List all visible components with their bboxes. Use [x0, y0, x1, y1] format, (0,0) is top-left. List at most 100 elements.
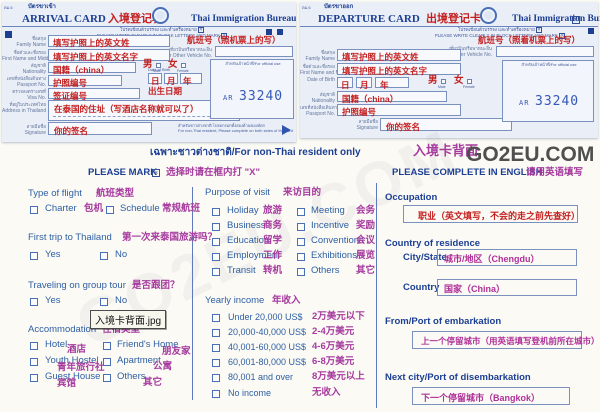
- schedule-checkbox[interactable]: [106, 206, 114, 214]
- female-checkbox[interactable]: [467, 79, 472, 84]
- passport-label-thai: เลขที่หนังสือเดินทาง: [6, 76, 46, 81]
- signature-label: ลายมือชื่อ Signature: [2, 123, 46, 136]
- arrival-passport-input[interactable]: 护照编号: [48, 75, 122, 88]
- first-trip-no-label: No: [115, 249, 128, 260]
- male-checkbox[interactable]: [441, 79, 446, 84]
- embarkation-input[interactable]: 上一个停留城市（用英语填写登机前所在城市）: [412, 331, 600, 349]
- group-tour-yes-checkbox[interactable]: [30, 298, 38, 306]
- friends-home-cn: 朋友家: [162, 346, 191, 357]
- arrival-first-name-input[interactable]: 填写护照上的英文名字: [48, 49, 170, 62]
- disembarkation-input[interactable]: 下一个停留城市（Bangkok）: [412, 387, 570, 405]
- income-under20k-checkbox[interactable]: [212, 314, 220, 322]
- youth-hostel-checkbox[interactable]: [30, 358, 38, 366]
- female-checkbox[interactable]: [181, 63, 186, 68]
- income-20-40k-label: 20,000-40,000 US$: [228, 327, 307, 337]
- signature-label-thai: ลายมือชื่อ: [26, 124, 46, 129]
- income-60-80k-checkbox[interactable]: [212, 359, 220, 367]
- family-name-label: ชื่อสกุล Family Name: [2, 35, 46, 48]
- conventions-checkbox[interactable]: [297, 238, 305, 246]
- income-80kplus-checkbox[interactable]: [212, 374, 220, 382]
- country-of-residence-label: Country of residence: [385, 238, 481, 249]
- apartment-checkbox[interactable]: [103, 358, 111, 366]
- filename-tooltip: 入境卡背面.jpg: [90, 310, 167, 329]
- arrival-nationality-input[interactable]: 国籍（china）: [48, 62, 136, 75]
- business-checkbox[interactable]: [212, 223, 220, 231]
- visa-hint: 签证编号: [53, 91, 88, 101]
- education-checkbox[interactable]: [212, 238, 220, 246]
- dob-year-input[interactable]: 年: [375, 77, 409, 90]
- dob-day-input[interactable]: 日: [337, 77, 353, 90]
- group-tour-no-label: No: [115, 295, 128, 306]
- dob-day-input[interactable]: 日: [148, 73, 162, 86]
- departure-instruction: โปรดเขียนตัวบรรจง และทำเครื่องหมาย PLEAS…: [410, 27, 590, 39]
- guest-house-checkbox[interactable]: [30, 374, 38, 382]
- holiday-checkbox[interactable]: [212, 208, 220, 216]
- serial-number: 33240: [535, 94, 580, 109]
- departure-card: ตม.6 บัตรขาออก DEPARTURE CARD 出境登记卡 Thai…: [300, 2, 600, 138]
- signature-hint: 你的签名: [54, 126, 89, 136]
- transit-checkbox[interactable]: [212, 268, 220, 276]
- nationality-label: สัญชาติ Nationality: [2, 62, 46, 75]
- exhibitions-checkbox[interactable]: [297, 253, 305, 261]
- family-name-label-thai: ชื่อสกุล: [32, 36, 46, 41]
- passport-hint: 护照编号: [342, 107, 377, 117]
- nationality-label-en: Nationality: [22, 69, 46, 75]
- city-state-input[interactable]: 城市/地区（Chengdu）: [437, 249, 577, 266]
- departure-flight-input[interactable]: [496, 46, 594, 57]
- meeting-label: Meeting: [311, 205, 345, 216]
- arrival-flight-hint: 航班号（照机票上的写）: [187, 35, 281, 45]
- flight-label-en: Flight or Other Vehicle No.: [433, 52, 492, 58]
- arrival-flight-input[interactable]: [215, 46, 293, 57]
- group-tour-cn: 是否跟团？: [132, 280, 180, 291]
- arrival-signature-input[interactable]: 你的签名: [48, 122, 152, 136]
- meeting-checkbox[interactable]: [297, 208, 305, 216]
- dob-month-input[interactable]: 月: [164, 73, 178, 86]
- dob-label: Date of Birth: [148, 67, 171, 72]
- arrival-footnote-thai: สำหรับชาวต่างชาติ โปรดกรอกทั้งสองด้านของ…: [178, 123, 265, 128]
- complete-in-english-cn: 请用英语填写: [526, 167, 584, 178]
- first-trip-yes-checkbox[interactable]: [30, 252, 38, 260]
- departure-nationality-input[interactable]: 国籍（china）: [337, 91, 447, 104]
- departure-signature-input[interactable]: 你的签名: [380, 118, 512, 132]
- dob-year-input[interactable]: 年: [180, 73, 202, 86]
- first-trip-no-checkbox[interactable]: [100, 252, 108, 260]
- income-40-60k-checkbox[interactable]: [212, 344, 220, 352]
- departure-first-name-input[interactable]: 填写护照上的英文名字: [337, 63, 461, 76]
- address-label: ที่อยู่ในประเทศไทย Address in Thailand: [2, 101, 46, 114]
- first-name-hint: 填写护照上的英文名字: [342, 66, 428, 76]
- arrival-title: ARRIVAL CARD: [22, 13, 106, 25]
- arrival-visa-input[interactable]: 签证编号: [48, 88, 140, 101]
- employment-checkbox[interactable]: [212, 253, 220, 261]
- others-accommodation-checkbox[interactable]: [103, 374, 111, 382]
- passport-label-en: Passport No.: [17, 82, 46, 88]
- country-input[interactable]: 国家（China）: [437, 279, 577, 296]
- income-40-60k-label: 40,001-60,000 US$: [228, 342, 307, 352]
- dob-label-en: Date of Birth: [307, 77, 335, 83]
- income-80kplus-label: 80,001 and over: [228, 372, 294, 382]
- hotel-checkbox[interactable]: [30, 342, 38, 350]
- departure-passport-input[interactable]: 护照编号: [337, 104, 461, 117]
- first-name-label-en: First Name and Middle Name: [2, 56, 68, 62]
- income-20-40k-checkbox[interactable]: [212, 329, 220, 337]
- dob-month-input[interactable]: 月: [356, 77, 372, 90]
- business-cn: 商务: [263, 220, 283, 231]
- occupation-input[interactable]: 职业（英文填写，不会的走之前先查好）: [403, 205, 580, 223]
- departure-family-name-input[interactable]: 填写护照上的英文姓: [337, 49, 461, 62]
- friends-home-checkbox[interactable]: [103, 342, 111, 350]
- serial-prefix: AR: [223, 94, 234, 102]
- income-60-80k-cn: 6-8万美元: [312, 356, 355, 367]
- education-cn: 留学: [263, 235, 283, 246]
- charter-checkbox[interactable]: [30, 206, 38, 214]
- income-none-checkbox[interactable]: [212, 390, 220, 398]
- dob-month-hint: 月: [360, 80, 369, 90]
- male-checkbox[interactable]: [156, 63, 161, 68]
- arrival-family-name-input[interactable]: 填写护照上的英文姓: [48, 35, 170, 48]
- address-writing-line: [53, 116, 235, 117]
- group-tour-no-checkbox[interactable]: [100, 298, 108, 306]
- official-use-label: สำหรับเจ้าหน้าที่/For official use: [521, 62, 577, 67]
- registration-mark: [277, 29, 283, 35]
- others-purpose-checkbox[interactable]: [297, 268, 305, 276]
- incentive-checkbox[interactable]: [297, 223, 305, 231]
- complete-in-english-label: PLEASE COMPLETE IN ENGLISH: [392, 167, 543, 178]
- first-name-label: ชื่อตัวและชื่อรอง First Name and Middle …: [300, 63, 365, 76]
